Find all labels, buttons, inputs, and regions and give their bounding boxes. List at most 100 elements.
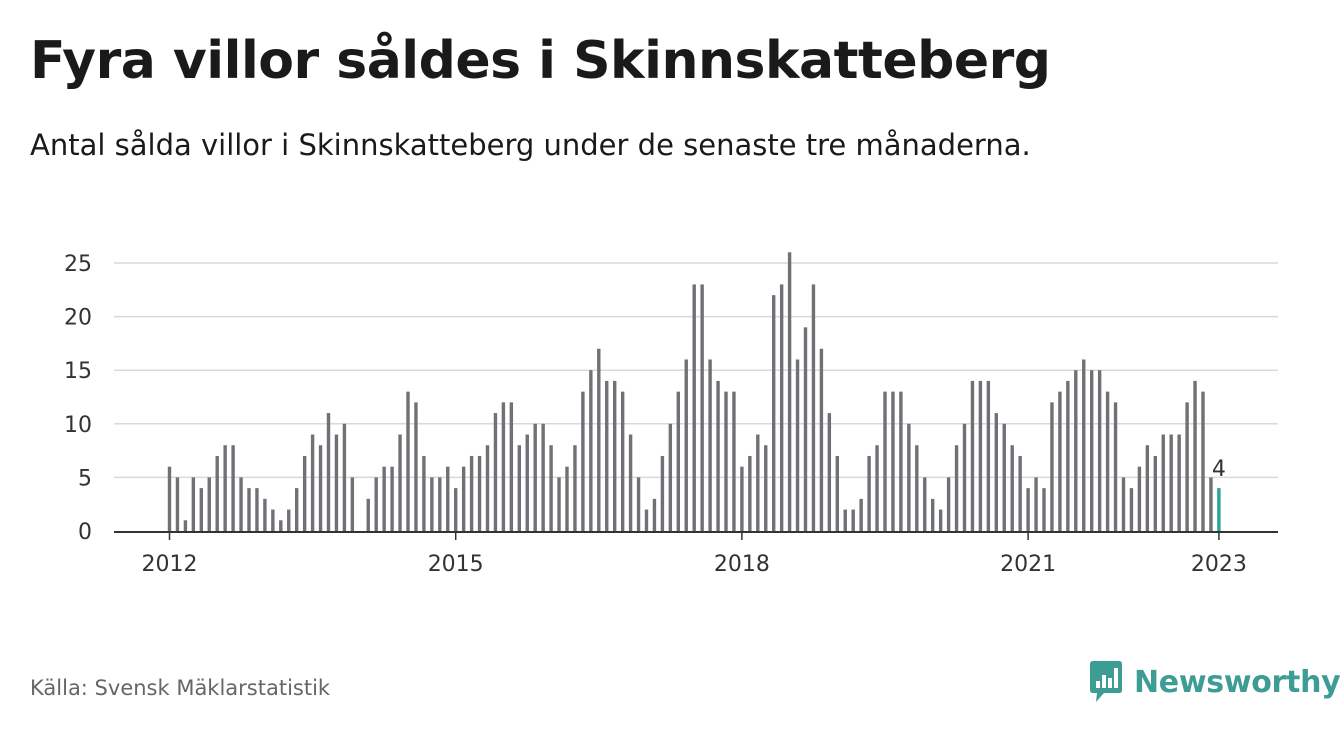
x-tick-label: 2021: [1000, 552, 1056, 577]
bar: [923, 477, 927, 531]
bar: [938, 509, 943, 531]
bar: [867, 455, 871, 531]
bar: [1169, 434, 1173, 531]
bar: [183, 520, 188, 531]
bar: [748, 455, 752, 531]
bar: [239, 477, 243, 531]
bar: [215, 455, 219, 531]
y-tick-label: 0: [78, 520, 92, 545]
bar: [915, 445, 919, 531]
bar: [795, 359, 800, 531]
bar: [859, 498, 863, 531]
y-tick-label: 25: [64, 252, 92, 277]
bar: [469, 455, 474, 531]
bar: [772, 295, 776, 531]
bar: [167, 466, 172, 531]
bar: [557, 477, 561, 531]
bar: [295, 488, 299, 531]
bar: [509, 402, 514, 531]
bar: [493, 413, 498, 531]
bar: [1097, 370, 1102, 531]
y-tick-label: 10: [64, 413, 92, 438]
bar: [899, 391, 903, 531]
bar: [207, 477, 211, 531]
bar: [1082, 359, 1086, 531]
bar: [318, 445, 323, 531]
bar: [931, 498, 935, 531]
bar: [501, 402, 506, 531]
bar: [652, 498, 657, 531]
bar: [636, 477, 641, 531]
x-tick-label: 2018: [714, 552, 770, 577]
bar: [835, 455, 839, 531]
bar: [581, 391, 585, 531]
bar: [803, 327, 808, 531]
bar: [811, 284, 816, 531]
y-tick-label: 15: [64, 359, 92, 384]
bar: [620, 391, 625, 531]
bar: [1010, 445, 1014, 531]
bar: [986, 380, 991, 531]
bar: [326, 413, 331, 531]
newsworthy-logo-icon: [1090, 661, 1122, 702]
bar: [684, 359, 688, 531]
bar: [438, 477, 442, 531]
bar: [875, 445, 879, 531]
bar: [1201, 391, 1205, 531]
bar: [199, 488, 203, 531]
bar: [764, 445, 768, 531]
source-note: Källa: Svensk Mäklarstatistik: [30, 676, 331, 700]
bar: [843, 509, 847, 531]
bar: [191, 477, 196, 531]
bar: [374, 477, 378, 531]
bar: [350, 477, 355, 531]
bar: [628, 434, 633, 531]
bar: [334, 434, 339, 531]
bar: [716, 380, 720, 531]
bar: [390, 466, 394, 531]
bar: [406, 391, 410, 531]
bar: [676, 391, 680, 531]
bar: [907, 423, 911, 531]
bar: [565, 466, 569, 531]
bar: [613, 380, 617, 531]
bar: [446, 466, 450, 531]
bar: [787, 252, 792, 531]
bar: [1185, 402, 1189, 531]
bar: [271, 509, 275, 531]
bar: [549, 445, 553, 531]
bar: [422, 455, 426, 531]
bars: [167, 252, 1221, 531]
bar: [231, 445, 235, 531]
bar: [1058, 391, 1062, 531]
x-tick-label: 2015: [428, 552, 484, 577]
bar: [430, 477, 434, 531]
grid-lines: [114, 262, 1278, 479]
bar: [1002, 423, 1006, 531]
bar: [485, 445, 490, 531]
bar: [541, 423, 545, 531]
bar: [668, 423, 673, 531]
bar: [533, 423, 537, 531]
bar: [525, 434, 529, 531]
x-tick-label: 2023: [1191, 552, 1247, 577]
bar: [756, 434, 760, 531]
bar: [255, 488, 259, 531]
bar: [1113, 402, 1118, 531]
bar: [851, 509, 855, 531]
bar: [287, 509, 291, 531]
page-title: Fyra villor såldes i Skinnskatteberg: [30, 31, 1051, 91]
bar: [1145, 445, 1150, 531]
bar-chart: 0 5 10 15 20 25 4 2012 2015 2018 2021 2023: [64, 252, 1278, 577]
axes: 0 5 10 15 20 25 4 2012 2015 2018 2021 2023: [64, 252, 1278, 577]
bar: [605, 380, 609, 531]
brand-name: Newsworthy: [1134, 664, 1340, 700]
bar: [994, 413, 998, 531]
bar: [962, 423, 967, 531]
bar: [223, 445, 227, 531]
bar: [477, 455, 482, 531]
bar: [883, 391, 887, 531]
bar: [708, 359, 712, 531]
bar-latest: [1217, 488, 1221, 531]
bar: [1129, 488, 1134, 531]
